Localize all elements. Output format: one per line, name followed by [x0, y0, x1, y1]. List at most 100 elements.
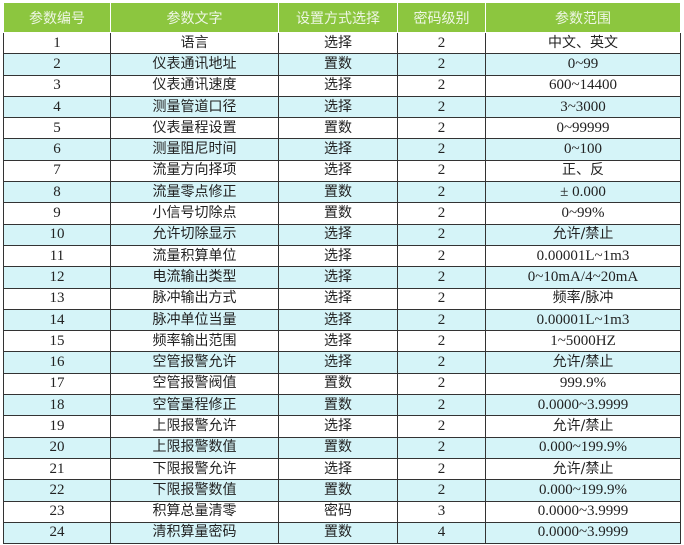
col-range-cell: 999.9%: [485, 372, 681, 396]
col-name-cell: 允许切除显示: [110, 223, 279, 246]
col-method-cell: 置数: [278, 436, 398, 459]
col-password-level-cell: 2: [397, 223, 486, 246]
col-password-level-cell: 2: [397, 95, 486, 119]
col-password-level-cell: 2: [397, 138, 486, 161]
col-range-cell: 0~99999: [485, 117, 681, 140]
header-col-number: 参数编号: [3, 2, 111, 33]
col-range-cell: 频率/脉冲: [485, 287, 681, 310]
col-name-cell: 流量零点修正: [110, 181, 279, 204]
table-row: 11 流量积算单位 选择 2 0.00001L~1m3: [3, 244, 681, 268]
table-row: 22 下限报警数值 置数 2 0.000~199.9%: [3, 479, 681, 502]
col-name-cell: 流量积算单位: [110, 244, 279, 268]
col-number-cell: 22: [3, 479, 111, 502]
table-row: 7 流量方向择项 选择 2 正、反: [3, 159, 681, 183]
col-range-cell: 允许/禁止: [485, 351, 681, 374]
col-number-cell: 10: [3, 223, 111, 246]
col-password-level-cell: 2: [397, 372, 486, 396]
col-range-cell: 0~99%: [485, 202, 681, 225]
col-method-cell: 选择: [278, 330, 398, 353]
table-row: 17 空管报警阀值 置数 2 999.9%: [3, 372, 681, 396]
col-method-cell: 置数: [278, 372, 398, 396]
col-range-cell: 0.0000~3.9999: [485, 500, 681, 523]
col-method-cell: 选择: [278, 31, 398, 55]
col-number-cell: 15: [3, 330, 111, 353]
table-row: 9 小信号切除点 置数 2 0~99%: [3, 202, 681, 225]
parameter-table: 参数编号 参数文字 设置方式选择 密码级别 参数范围 1 语言 选择 2 中文、英文 2 仪表通讯地…: [3, 2, 681, 545]
table-row: 1 语言 选择 2 中文、英文: [3, 31, 681, 55]
col-method-cell: 选择: [278, 223, 398, 246]
col-range-cell: 0.000~199.9%: [485, 436, 681, 459]
col-password-level-cell: 4: [397, 521, 486, 545]
col-password-level-cell: 2: [397, 479, 486, 502]
header-col-password-level: 密码级别: [397, 2, 486, 33]
col-method-cell: 选择: [278, 74, 398, 97]
col-name-cell: 语言: [110, 31, 279, 55]
table-row: 20 上限报警数值 置数 2 0.000~199.9%: [3, 436, 681, 459]
col-password-level-cell: 2: [397, 202, 486, 225]
col-password-level-cell: 2: [397, 244, 486, 268]
col-method-cell: 选择: [278, 308, 398, 332]
col-password-level-cell: 2: [397, 117, 486, 140]
col-method-cell: 选择: [278, 138, 398, 161]
col-method-cell: 选择: [278, 287, 398, 310]
col-password-level-cell: 2: [397, 394, 486, 417]
table-row: 8 流量零点修正 置数 2 ± 0.000: [3, 181, 681, 204]
col-number-cell: 20: [3, 436, 111, 459]
col-number-cell: 12: [3, 266, 111, 289]
col-name-cell: 频率输出范围: [110, 330, 279, 353]
table-row: 10 允许切除显示 选择 2 允许/禁止: [3, 223, 681, 246]
col-number-cell: 8: [3, 181, 111, 204]
col-method-cell: 密码: [278, 500, 398, 523]
col-range-cell: 0.000~199.9%: [485, 479, 681, 502]
header-row: 参数编号 参数文字 设置方式选择 密码级别 参数范围: [3, 2, 681, 33]
col-number-cell: 19: [3, 415, 111, 438]
col-name-cell: 仪表量程设置: [110, 117, 279, 140]
col-number-cell: 9: [3, 202, 111, 225]
col-name-cell: 脉冲单位当量: [110, 308, 279, 332]
col-range-cell: 中文、英文: [485, 31, 681, 55]
col-method-cell: 选择: [278, 351, 398, 374]
col-name-cell: 上限报警允许: [110, 415, 279, 438]
table-row: 21 下限报警允许 选择 2 允许/禁止: [3, 457, 681, 481]
col-method-cell: 选择: [278, 415, 398, 438]
col-password-level-cell: 2: [397, 436, 486, 459]
col-name-cell: 仪表通讯地址: [110, 53, 279, 76]
col-range-cell: 0~100: [485, 138, 681, 161]
col-name-cell: 测量管道口径: [110, 95, 279, 119]
col-method-cell: 置数: [278, 117, 398, 140]
col-number-cell: 16: [3, 351, 111, 374]
table-row: 2 仪表通讯地址 置数 2 0~99: [3, 53, 681, 76]
col-password-level-cell: 2: [397, 266, 486, 289]
col-password-level-cell: 2: [397, 415, 486, 438]
col-password-level-cell: 2: [397, 308, 486, 332]
col-name-cell: 小信号切除点: [110, 202, 279, 225]
col-name-cell: 空管量程修正: [110, 394, 279, 417]
col-name-cell: 脉冲输出方式: [110, 287, 279, 310]
table-row: 23 积算总量清零 密码 3 0.0000~3.9999: [3, 500, 681, 523]
col-name-cell: 下限报警允许: [110, 457, 279, 481]
col-range-cell: 600~14400: [485, 74, 681, 97]
col-password-level-cell: 2: [397, 53, 486, 76]
col-range-cell: 允许/禁止: [485, 223, 681, 246]
col-method-cell: 选择: [278, 244, 398, 268]
col-name-cell: 电流输出类型: [110, 266, 279, 289]
col-range-cell: 0.00001L~1m3: [485, 244, 681, 268]
col-password-level-cell: 2: [397, 31, 486, 55]
col-number-cell: 13: [3, 287, 111, 310]
col-range-cell: 0~99: [485, 53, 681, 76]
col-range-cell: 1~5000HZ: [485, 330, 681, 353]
col-method-cell: 选择: [278, 457, 398, 481]
col-password-level-cell: 2: [397, 351, 486, 374]
col-name-cell: 积算总量清零: [110, 500, 279, 523]
table-row: 19 上限报警允许 选择 2 允许/禁止: [3, 415, 681, 438]
table-row: 3 仪表通讯速度 选择 2 600~14400: [3, 74, 681, 97]
col-range-cell: ± 0.000: [485, 181, 681, 204]
col-number-cell: 4: [3, 95, 111, 119]
col-name-cell: 下限报警数值: [110, 479, 279, 502]
col-password-level-cell: 2: [397, 457, 486, 481]
col-password-level-cell: 2: [397, 74, 486, 97]
col-method-cell: 置数: [278, 202, 398, 225]
col-password-level-cell: 3: [397, 500, 486, 523]
col-range-cell: 允许/禁止: [485, 457, 681, 481]
table-row: 24 清积算量密码 置数 4 0.0000~3.9999: [3, 521, 681, 545]
